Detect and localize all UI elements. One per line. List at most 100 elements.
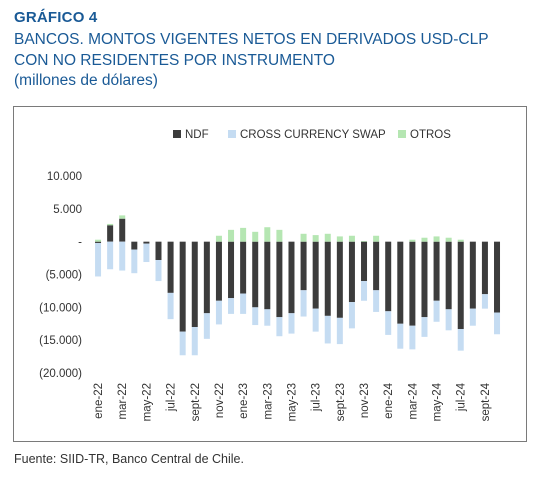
chart-title: BANCOS. MONTOS VIGENTES NETOS EN DERIVAD… [14,29,549,71]
x-tick-label: jul-23 [311,383,323,412]
bar-otros [445,237,452,242]
bar-ccs [300,290,307,317]
bar-otros [373,235,380,242]
bar-ccs [119,241,126,271]
bar-ccs [445,309,452,331]
bar-ccs [397,323,404,349]
bar-otros [276,229,283,242]
bar-ndf [264,241,271,310]
x-tick-label: mar-22 [117,383,129,419]
bar-ccs [276,317,283,337]
bar-ndf [143,241,150,244]
bar-ndf [131,241,138,250]
bar-ccs [385,311,392,335]
bar-otros [421,237,428,242]
bar-ndf [119,218,126,242]
bar-ccs [312,308,319,332]
bar-ccs [348,302,355,329]
bar-ndf [481,241,488,295]
bar-ndf [421,241,428,318]
y-tick-label: 5.000 [53,204,82,216]
x-tick-label: jul-24 [456,382,468,412]
bar-ndf [385,241,392,312]
chart-units: (millones de dólares) [14,72,158,89]
bar-ndf [445,241,452,310]
legend-label-otros: OTROS [410,129,451,141]
legend-swatch-otros [398,130,406,138]
bar-ndf [348,241,355,303]
bar-ndf [240,241,247,294]
bar-ccs [131,249,138,274]
bar-ndf [361,241,368,282]
bar-ccs [95,242,102,277]
bar-ndf [336,241,343,318]
legend-label-ndf: NDF [185,129,209,141]
bar-otros [348,235,355,242]
bar-otros [228,229,235,242]
bar-ndf [107,225,114,242]
bar-ccs [433,300,440,322]
x-tick-label: may-22 [141,383,153,421]
bar-otros [324,233,331,242]
bar-ndf [324,241,331,316]
bar-ccs [252,307,259,326]
chart-frame [13,106,527,442]
bar-ndf [409,241,416,326]
x-tick-label: may-24 [432,382,444,421]
bar-ccs [481,294,488,309]
bar-ccs [240,293,247,314]
bar-ccs [288,313,295,334]
bar-ccs [421,317,428,337]
bar-ndf [433,241,440,301]
legend-swatch-ndf [173,130,181,138]
bar-ccs [107,241,114,270]
legend-label-ccs: CROSS CURRENCY SWAP [240,129,386,141]
x-tick-label: nov-23 [359,383,371,418]
bar-ccs [457,329,464,351]
legend-swatch-ccs [228,130,236,138]
y-tick-label: (20.000) [39,368,82,380]
bar-ccs [143,243,150,263]
bar-otros [264,227,271,242]
bar-ndf [276,241,283,318]
chart-number: GRÁFICO 4 [14,9,98,26]
bar-ndf [457,241,464,330]
x-tick-label: mar-23 [262,383,274,419]
bar-otros [240,227,247,242]
bar-ndf [252,241,259,308]
bar-ndf [469,241,476,309]
bar-ccs [203,313,210,339]
bar-otros [119,215,126,219]
chart-title-line-2: CON NO RESIDENTES POR INSTRUMENTO [14,52,335,69]
chart-header: GRÁFICO 4 BANCOS. MONTOS VIGENTES NETOS … [14,9,549,91]
bar-ndf [397,241,404,324]
bar-ndf [228,241,235,299]
bar-ndf [288,241,295,314]
bar-ccs [167,292,174,320]
y-tick-label: (15.000) [39,335,82,347]
x-tick-label: ene-24 [383,382,395,418]
bar-ndf [191,241,198,328]
x-tick-label: sept-23 [335,383,347,421]
bar-ccs [179,331,186,356]
x-tick-label: sept-22 [190,383,202,421]
bar-ccs [336,317,343,345]
bar-ndf [203,241,210,314]
bar-otros [361,241,368,242]
bar-ccs [324,315,331,344]
bar-ccs [361,281,368,301]
bar-ccs [494,312,501,335]
y-tick-label: 10.000 [47,171,82,183]
bar-otros [95,239,102,242]
x-tick-label: sept-24 [480,382,492,421]
x-tick-label: mar-24 [407,382,419,419]
bar-ccs [409,325,416,350]
bar-otros [409,239,416,242]
x-tick-label: ene-22 [93,383,105,419]
chart-title-line-1: BANCOS. MONTOS VIGENTES NETOS EN DERIVAD… [14,31,489,48]
bar-otros [300,233,307,242]
bar-ccs [191,327,198,356]
bar-otros [336,236,343,242]
y-tick-label: - [78,237,82,249]
